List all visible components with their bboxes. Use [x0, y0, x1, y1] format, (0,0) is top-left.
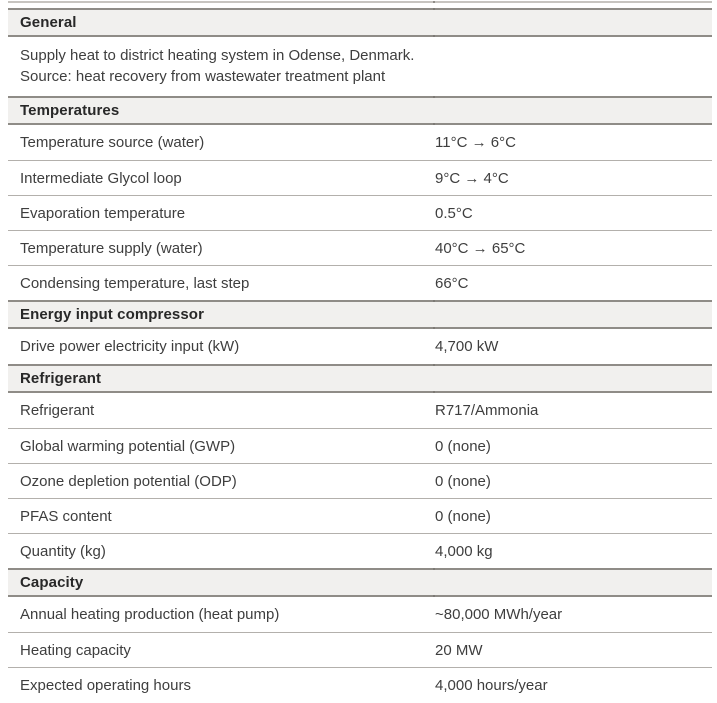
- table-row: Intermediate Glycol loop 9°C → 4°C: [8, 160, 712, 195]
- row-label: Intermediate Glycol loop: [20, 169, 182, 187]
- row-label: Heating capacity: [20, 641, 131, 659]
- row-value: ~80,000 MWh/year: [435, 606, 563, 623]
- row-value: 0.5°C: [435, 204, 473, 222]
- row-value: 0 (none): [435, 472, 491, 490]
- table-row: Condensing temperature, last step 66°C: [8, 265, 712, 300]
- table-section: Energy input compressor Drive power elec…: [8, 300, 712, 364]
- table-row: Expected operating hours 4,000 hours/yea…: [8, 667, 712, 702]
- cropped-row-divider: [8, 1, 712, 3]
- row-label: Ozone depletion potential (ODP): [20, 472, 237, 490]
- row-value: 20 MW: [435, 641, 483, 659]
- table-section: Temperatures Temperature source (water) …: [8, 96, 712, 300]
- row-value: 4,000 hours/year: [435, 676, 548, 694]
- row-value: 9°C → 4°C: [435, 169, 509, 187]
- section-title: Energy input compressor: [20, 306, 205, 323]
- row-value: 0 (none): [435, 437, 491, 455]
- table-row: Annual heating production (heat pump) ~8…: [8, 597, 712, 632]
- column-boundary-tick: [433, 364, 435, 366]
- section-paragraph: Supply heat to district heating system i…: [8, 37, 712, 96]
- column-boundary-tick: [433, 35, 435, 37]
- table-row: Refrigerant R717/Ammonia: [8, 393, 712, 428]
- paragraph-line: Supply heat to district heating system i…: [20, 47, 415, 64]
- table-sections: General Supply heat to district heating …: [8, 8, 712, 702]
- row-value: 4,700 kW: [435, 338, 499, 355]
- table-row: Temperature source (water) 11°C → 6°C: [8, 125, 712, 160]
- section-header: Temperatures: [8, 96, 712, 125]
- column-boundary-tick: [433, 1, 435, 3]
- row-label: Condensing temperature, last step: [20, 274, 250, 292]
- table-row: Temperature supply (water) 40°C → 65°C: [8, 230, 712, 265]
- row-label: Drive power electricity input (kW): [20, 338, 240, 355]
- column-boundary-tick: [433, 568, 435, 570]
- column-boundary-tick: [433, 391, 435, 393]
- section-title: Temperatures: [20, 102, 120, 119]
- row-value: 0 (none): [435, 507, 491, 525]
- row-label: Evaporation temperature: [20, 204, 186, 222]
- section-header: Capacity: [8, 568, 712, 597]
- row-value: 4,000 kg: [435, 542, 493, 560]
- spec-table: General Supply heat to district heating …: [8, 0, 712, 702]
- table-section: Capacity Annual heating production (heat…: [8, 568, 712, 702]
- row-value: R717/Ammonia: [435, 402, 539, 419]
- row-label: Refrigerant: [20, 402, 95, 419]
- row-label: Expected operating hours: [20, 676, 191, 694]
- section-title: Capacity: [20, 574, 84, 591]
- section-rows: Temperature source (water) 11°C → 6°C In…: [8, 125, 712, 300]
- section-rows: Supply heat to district heating system i…: [8, 37, 712, 96]
- table-section: General Supply heat to district heating …: [8, 8, 712, 96]
- section-title: Refrigerant: [20, 370, 102, 387]
- row-label: Global warming potential (GWP): [20, 437, 236, 455]
- section-rows: Refrigerant R717/Ammonia Global warming …: [8, 393, 712, 568]
- row-value: 11°C → 6°C: [435, 134, 516, 151]
- section-header: Energy input compressor: [8, 300, 712, 329]
- section-rows: Drive power electricity input (kW) 4,700…: [8, 329, 712, 364]
- table-row: Heating capacity 20 MW: [8, 632, 712, 667]
- column-boundary-tick: [433, 327, 435, 329]
- column-boundary-tick: [433, 595, 435, 597]
- paragraph-line: Source: heat recovery from wastewater tr…: [20, 68, 386, 85]
- row-label: Temperature source (water): [20, 134, 205, 151]
- column-boundary-tick: [433, 300, 435, 302]
- row-value: 66°C: [435, 274, 469, 292]
- row-label: PFAS content: [20, 507, 112, 525]
- section-header: General: [8, 8, 712, 37]
- column-boundary-tick: [433, 96, 435, 98]
- section-title: General: [20, 14, 77, 31]
- row-label: Quantity (kg): [20, 542, 106, 560]
- table-section: Refrigerant Refrigerant R717/Ammonia Glo…: [8, 364, 712, 568]
- column-boundary-tick: [433, 8, 435, 10]
- table-row: Evaporation temperature 0.5°C: [8, 195, 712, 230]
- row-label: Temperature supply (water): [20, 239, 203, 257]
- table-row: Ozone depletion potential (ODP) 0 (none): [8, 463, 712, 498]
- row-value: 40°C → 65°C: [435, 239, 526, 257]
- section-header: Refrigerant: [8, 364, 712, 393]
- section-rows: Annual heating production (heat pump) ~8…: [8, 597, 712, 702]
- column-boundary-tick: [433, 123, 435, 125]
- table-row: Drive power electricity input (kW) 4,700…: [8, 329, 712, 364]
- row-label: Annual heating production (heat pump): [20, 606, 280, 623]
- table-row: PFAS content 0 (none): [8, 498, 712, 533]
- table-row: Quantity (kg) 4,000 kg: [8, 533, 712, 568]
- table-row: Global warming potential (GWP) 0 (none): [8, 428, 712, 463]
